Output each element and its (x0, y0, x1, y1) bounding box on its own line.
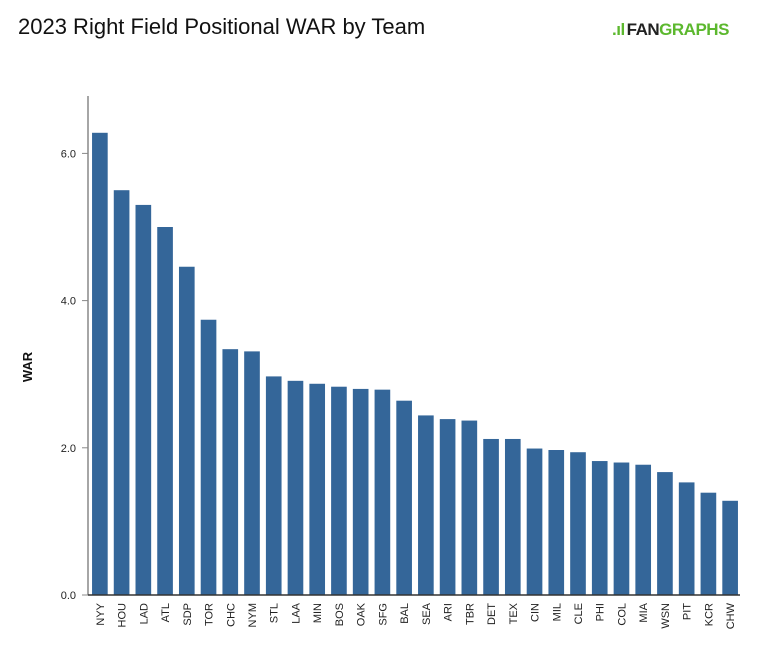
x-tick-label: DET (486, 603, 498, 625)
x-tick-label: BAL (399, 603, 411, 624)
x-tick-label: NYM (247, 603, 259, 627)
x-tick-label: BOS (334, 603, 346, 626)
x-tick-label: TOR (204, 603, 216, 626)
x-tick-label: SFG (377, 603, 389, 626)
fangraphs-logo: .ıl FANGRAPHS (612, 20, 729, 39)
bar-bos (331, 386, 347, 595)
x-tick-label: SDP (182, 603, 194, 626)
x-tick-label: WSN (660, 603, 672, 629)
y-tick-label: 6.0 (61, 148, 76, 160)
x-tick-label: KCR (703, 603, 715, 626)
x-tick-label: LAA (290, 602, 302, 623)
bar-tex (504, 438, 521, 595)
bar-sfg (374, 389, 391, 595)
logo-mark-icon: .ıl (612, 20, 625, 39)
bar-tbr (461, 420, 478, 595)
bar-sea (418, 415, 434, 595)
bar-stl (265, 376, 282, 595)
bar-sdp (178, 266, 195, 595)
x-tick-label: TEX (508, 602, 520, 624)
x-tick-label: PHI (595, 603, 607, 621)
bar-nym (244, 351, 260, 595)
x-tick-label: MIN (312, 603, 324, 623)
x-tick-label: MIA (638, 602, 650, 622)
x-tick-label: ARI (443, 603, 455, 621)
bar-tor (200, 319, 217, 595)
bar-lad (135, 204, 152, 596)
x-tick-label: MIL (551, 603, 563, 621)
x-tick-label: OAK (356, 602, 368, 626)
bar-chc (222, 349, 239, 595)
bar-laa (287, 380, 304, 595)
y-tick-label: 4.0 (61, 296, 76, 308)
bar-mia (635, 464, 652, 595)
y-tick-label: 2.0 (61, 443, 76, 455)
bar-ari (439, 419, 456, 595)
x-tick-label: CIN (530, 603, 542, 622)
bar-hou (113, 190, 130, 595)
bar-bal (396, 400, 412, 595)
x-tick-label: LAD (138, 603, 150, 624)
x-tick-label: SEA (421, 602, 433, 625)
bar-kcr (700, 492, 717, 595)
bar-atl (157, 227, 173, 595)
chart-title: 2023 Right Field Positional WAR by Team (18, 14, 426, 39)
bar-col (613, 462, 630, 595)
x-tick-label: STL (269, 603, 281, 623)
x-tick-label: CHC (225, 603, 237, 627)
bar-nyy (92, 132, 108, 596)
x-tick-label: COL (616, 603, 628, 626)
x-tick-label: HOU (117, 603, 129, 628)
x-tick-label: CHW (725, 602, 737, 629)
bar-wsn (657, 472, 673, 595)
bar-phi (591, 461, 608, 595)
y-tick-label: 0.0 (61, 590, 76, 602)
bar-chw (722, 500, 738, 595)
x-tick-label: ATL (160, 603, 172, 622)
bar-det (483, 438, 499, 595)
bar-cle (570, 452, 586, 595)
x-tick-label: PIT (682, 603, 694, 620)
x-tick-label: NYY (95, 602, 107, 625)
bar-cin (526, 448, 543, 595)
bar-pit (678, 482, 695, 595)
bar-oak (352, 388, 369, 595)
y-axis-label: WAR (20, 351, 35, 382)
bar-mil (548, 450, 565, 595)
x-tick-label: TBR (464, 603, 476, 625)
bar-min (309, 383, 326, 595)
x-tick-label: CLE (573, 603, 585, 624)
